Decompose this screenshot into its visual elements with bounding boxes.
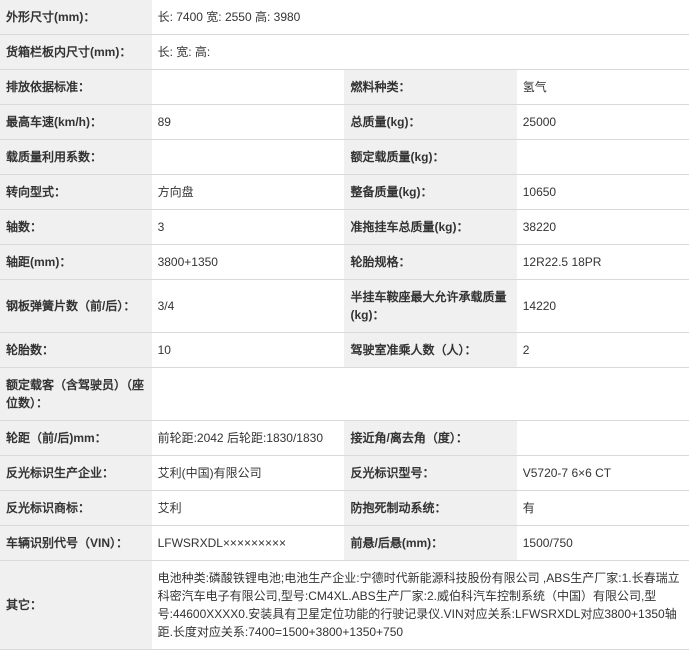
spec-label: 钢板弹簧片数（前/后）： xyxy=(0,280,152,333)
spec-value: 1500/750 xyxy=(517,526,689,561)
spec-value: 3800+1350 xyxy=(152,245,345,280)
spec-label: 最高车速(km/h)： xyxy=(0,105,152,140)
table-row: 轮胎数：10驾驶室准乘人数（人）：2 xyxy=(0,333,689,368)
spec-value: 有 xyxy=(517,491,689,526)
spec-value: 长: 宽: 高: xyxy=(152,35,689,70)
spec-value: LFWSRXDL××××××××× xyxy=(152,526,345,561)
spec-label: 接近角/离去角（度）： xyxy=(344,421,516,456)
spec-value: 10650 xyxy=(517,175,689,210)
spec-label: 反光标识生产企业： xyxy=(0,456,152,491)
spec-value: 14220 xyxy=(517,280,689,333)
table-row: 外形尺寸(mm)：长: 7400 宽: 2550 高: 3980 xyxy=(0,0,689,35)
table-row: 额定载客（含驾驶员）（座位数）： xyxy=(0,368,689,421)
spec-value: 长: 7400 宽: 2550 高: 3980 xyxy=(152,0,689,35)
spec-value: 3 xyxy=(152,210,345,245)
spec-label: 轴数： xyxy=(0,210,152,245)
table-row: 反光标识商标：艾利防抱死制动系统：有 xyxy=(0,491,689,526)
spec-label: 驾驶室准乘人数（人）： xyxy=(344,333,516,368)
spec-label: 反光标识型号： xyxy=(344,456,516,491)
table-row: 轴数：3准拖挂车总质量(kg)：38220 xyxy=(0,210,689,245)
spec-label: 外形尺寸(mm)： xyxy=(0,0,152,35)
spec-value: 氢气 xyxy=(517,70,689,105)
spec-label: 货箱栏板内尺寸(mm)： xyxy=(0,35,152,70)
spec-value xyxy=(152,368,689,421)
table-row: 车辆识别代号（VIN）：LFWSRXDL×××××××××前悬/后悬(mm)：1… xyxy=(0,526,689,561)
spec-value xyxy=(152,70,345,105)
spec-label: 反光标识商标： xyxy=(0,491,152,526)
spec-label: 防抱死制动系统： xyxy=(344,491,516,526)
spec-value: 3/4 xyxy=(152,280,345,333)
spec-label: 额定载质量(kg)： xyxy=(344,140,516,175)
spec-value xyxy=(517,421,689,456)
spec-label: 总质量(kg)： xyxy=(344,105,516,140)
spec-value: 艾利(中国)有限公司 xyxy=(152,456,345,491)
spec-value: 方向盘 xyxy=(152,175,345,210)
spec-label: 排放依据标准： xyxy=(0,70,152,105)
table-row: 排放依据标准： 燃料种类：氢气 xyxy=(0,70,689,105)
table-row: 转向型式：方向盘整备质量(kg)：10650 xyxy=(0,175,689,210)
table-row: 钢板弹簧片数（前/后）：3/4半挂车鞍座最大允许承载质量(kg)：14220 xyxy=(0,280,689,333)
spec-label: 额定载客（含驾驶员）（座位数）： xyxy=(0,368,152,421)
table-row: 载质量利用系数： 额定载质量(kg)： xyxy=(0,140,689,175)
spec-label: 载质量利用系数： xyxy=(0,140,152,175)
spec-value: 艾利 xyxy=(152,491,345,526)
spec-label: 准拖挂车总质量(kg)： xyxy=(344,210,516,245)
spec-label: 轮距（前/后)mm： xyxy=(0,421,152,456)
spec-label: 前悬/后悬(mm)： xyxy=(344,526,516,561)
spec-value: 2 xyxy=(517,333,689,368)
spec-label: 转向型式： xyxy=(0,175,152,210)
spec-value: 电池种类:磷酸铁锂电池;电池生产企业:宁德时代新能源科技股份有限公司 ,ABS生… xyxy=(152,561,689,650)
table-row: 货箱栏板内尺寸(mm)：长: 宽: 高: xyxy=(0,35,689,70)
spec-table: 外形尺寸(mm)：长: 7400 宽: 2550 高: 3980货箱栏板内尺寸(… xyxy=(0,0,689,650)
spec-label: 轴距(mm)： xyxy=(0,245,152,280)
table-row: 最高车速(km/h)：89总质量(kg)：25000 xyxy=(0,105,689,140)
spec-label: 整备质量(kg)： xyxy=(344,175,516,210)
table-row: 其它：电池种类:磷酸铁锂电池;电池生产企业:宁德时代新能源科技股份有限公司 ,A… xyxy=(0,561,689,650)
spec-label: 其它： xyxy=(0,561,152,650)
spec-label: 轮胎数： xyxy=(0,333,152,368)
table-row: 轮距（前/后)mm：前轮距:2042 后轮距:1830/1830接近角/离去角（… xyxy=(0,421,689,456)
table-row: 反光标识生产企业：艾利(中国)有限公司反光标识型号：V5720-7 6×6 CT xyxy=(0,456,689,491)
spec-value xyxy=(152,140,345,175)
spec-value: 89 xyxy=(152,105,345,140)
spec-label: 轮胎规格： xyxy=(344,245,516,280)
spec-value xyxy=(517,140,689,175)
spec-label: 半挂车鞍座最大允许承载质量(kg)： xyxy=(344,280,516,333)
spec-value: 前轮距:2042 后轮距:1830/1830 xyxy=(152,421,345,456)
spec-label: 燃料种类： xyxy=(344,70,516,105)
spec-value: 25000 xyxy=(517,105,689,140)
spec-label: 车辆识别代号（VIN）： xyxy=(0,526,152,561)
spec-value: V5720-7 6×6 CT xyxy=(517,456,689,491)
spec-value: 10 xyxy=(152,333,345,368)
spec-value: 38220 xyxy=(517,210,689,245)
spec-value: 12R22.5 18PR xyxy=(517,245,689,280)
table-row: 轴距(mm)：3800+1350轮胎规格：12R22.5 18PR xyxy=(0,245,689,280)
